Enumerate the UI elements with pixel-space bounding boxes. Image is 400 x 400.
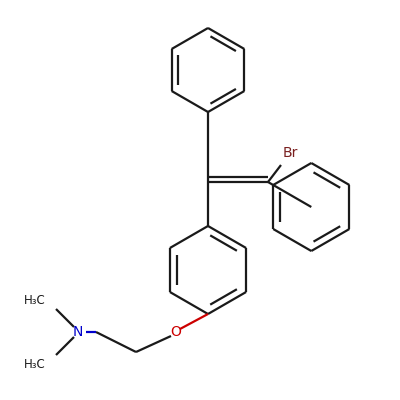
Text: H₃C: H₃C (24, 294, 46, 306)
Text: H₃C: H₃C (24, 358, 46, 370)
Text: Br: Br (283, 146, 298, 160)
Text: N: N (73, 325, 83, 339)
Text: O: O (170, 325, 182, 339)
